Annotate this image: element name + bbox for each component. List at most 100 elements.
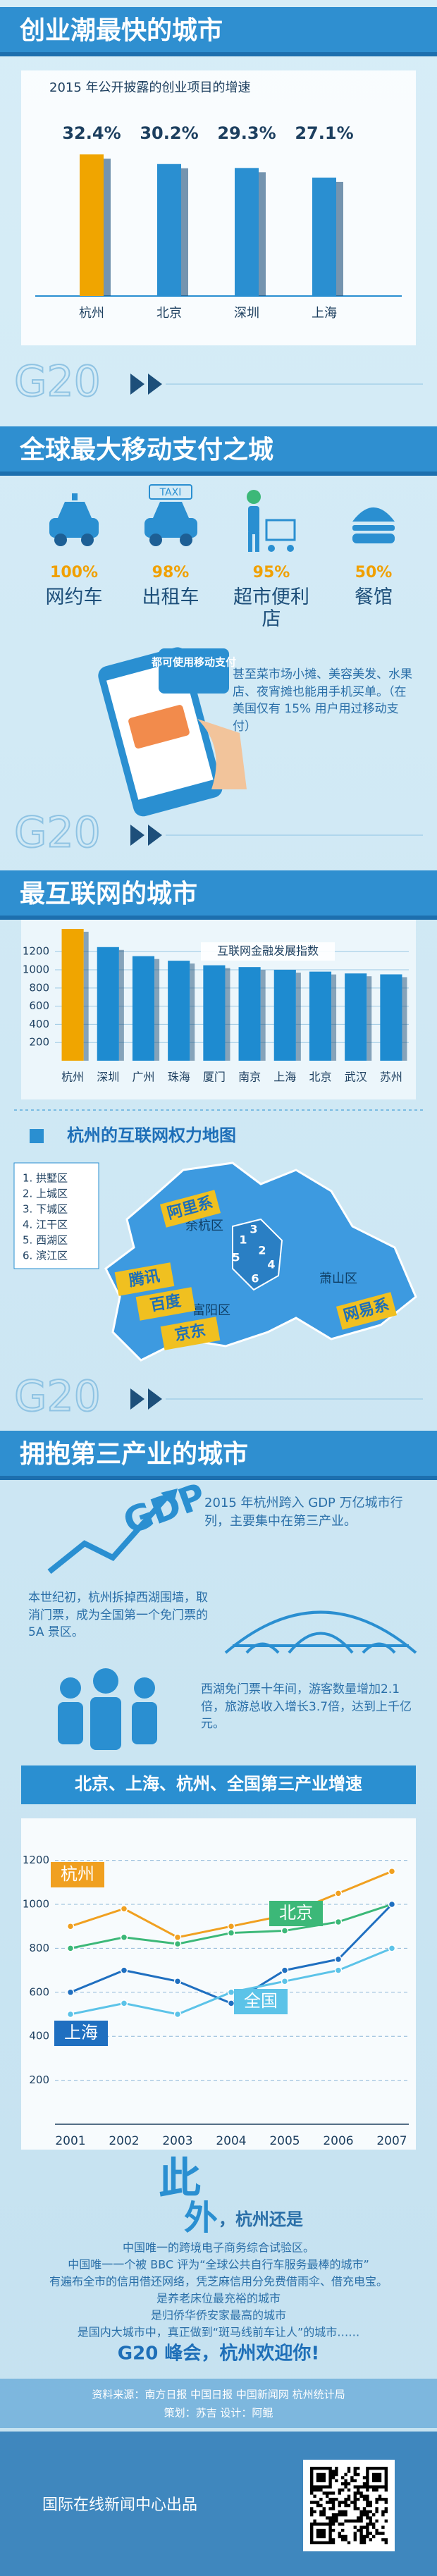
y-tick-label: 1000: [23, 963, 49, 976]
bar-side: [154, 959, 160, 1061]
bar-side: [402, 977, 407, 1061]
header-band: [0, 426, 437, 476]
bar-side: [259, 172, 266, 296]
company-tag: [336, 1292, 398, 1330]
company-tag: [160, 1317, 221, 1350]
header-stripe: [0, 472, 437, 476]
x-tick-label: 2004: [216, 2134, 246, 2148]
legend-swatch: [51, 1862, 104, 1887]
g20-mark: G20: [14, 1372, 101, 1422]
y-tick-label: 600: [29, 999, 49, 1012]
y-tick-label: 1200: [23, 1854, 49, 1866]
also-line: 是国内大城市中，真正做到“斑马线前车让人”的城市……: [78, 2326, 360, 2339]
point: [388, 1945, 396, 1952]
legend-box: [13, 1162, 99, 1269]
point: [120, 1933, 128, 1942]
x-tick-label: 上海: [273, 1071, 296, 1084]
x-tick-label: 杭州: [61, 1071, 84, 1084]
bar: [157, 164, 181, 296]
title-square: [30, 1129, 44, 1143]
g20-arrows: [130, 825, 162, 846]
area-label: 余杭区: [185, 1219, 223, 1233]
point: [66, 1922, 75, 1930]
also-line: 是归侨华侨安家最高的城市: [151, 2309, 286, 2322]
x-tick-label: 北京: [309, 1071, 331, 1084]
x-tick-label: 武汉: [345, 1071, 367, 1084]
district-number: 5: [232, 1251, 240, 1264]
payment-percent: 100%: [50, 564, 98, 581]
bar-side: [104, 159, 111, 296]
x-tick-label: 苏州: [380, 1071, 402, 1084]
legend-label: 上海: [64, 2023, 98, 2042]
x-tick-label: 2006: [323, 2134, 353, 2148]
gdp-arrowhead: [161, 1489, 178, 1505]
tourism-text: 西湖免门票十年间，游客数量增加2.1倍，旅游总收入增长3.7倍，达到上千亿元。: [201, 1682, 412, 1732]
also-line: 有遍布全市的信用借还网络，凭芝麻信用分免费借雨伞、借充电宝。: [49, 2275, 388, 2288]
x-tick-label: 广州: [132, 1071, 154, 1084]
payment-label: 餐馆: [355, 586, 393, 608]
payment-percent: 50%: [355, 564, 393, 581]
area-label: 富阳区: [192, 1303, 230, 1318]
value-label: 32.4%: [62, 123, 121, 143]
qr-code: [310, 2467, 388, 2544]
g20-arrows: [130, 1388, 162, 1410]
x-tick-label: 2003: [162, 2134, 192, 2148]
district-number: 4: [267, 1258, 275, 1271]
speech-bubble: [159, 648, 229, 694]
y-tick-label: 800: [29, 1942, 49, 1954]
point: [173, 1933, 182, 1942]
point: [281, 1966, 289, 1974]
west-lake-text: 本世纪初，杭州拆掉西湖围墙，取消门票，成为全国第一个免门票的 5A 景区。: [28, 1591, 208, 1640]
people: [58, 1668, 157, 1750]
header-band: [0, 1431, 437, 1480]
payment-label: 出租车: [142, 586, 199, 608]
district-number: 3: [250, 1223, 257, 1236]
bar: [80, 154, 104, 296]
also-title-3: ，杭州还是: [218, 2210, 303, 2229]
point: [227, 1922, 235, 1930]
urban-districts: [232, 1218, 283, 1291]
point: [173, 2010, 182, 2019]
x-tick-label: 深圳: [234, 306, 259, 321]
value-label: 29.3%: [217, 123, 276, 143]
point: [120, 1966, 128, 1974]
point: [334, 1955, 343, 1964]
bar: [168, 961, 190, 1061]
district-number: 6: [251, 1272, 259, 1286]
footer-band: [0, 2379, 437, 2428]
chart-title: 互联网金融发展指数: [217, 944, 319, 958]
y-tick-label: 400: [29, 2030, 49, 2042]
also-line: 中国唯一的跨境电子商务综合试验区。: [123, 2241, 314, 2255]
point: [388, 1900, 396, 1909]
header-title: 拥抱第三产业的城市: [20, 1440, 248, 1469]
district-item: 5. 西湖区: [23, 1234, 68, 1247]
district-item: 4. 江干区: [23, 1219, 68, 1231]
header-title: 最互联网的城市: [20, 880, 197, 908]
company-tag: [159, 1190, 221, 1228]
legend-swatch: [54, 2021, 108, 2046]
bar-side: [118, 949, 124, 1061]
map-title: 杭州的互联网权力地图: [67, 1126, 236, 1145]
point: [120, 1904, 128, 1913]
district-item: 1. 拱墅区: [23, 1172, 68, 1185]
district-number: 1: [239, 1233, 247, 1247]
header-stripe: [0, 52, 437, 56]
point: [227, 1929, 235, 1937]
point: [388, 1867, 396, 1875]
district-item: 2. 上城区: [23, 1188, 68, 1200]
point: [120, 1999, 128, 2007]
x-tick-label: 深圳: [97, 1071, 119, 1084]
point: [173, 1977, 182, 1985]
bar-side: [181, 168, 188, 296]
point: [173, 1940, 182, 1948]
g20-mark: G20: [14, 357, 101, 407]
district-item: 6. 滨江区: [23, 1250, 68, 1262]
point: [227, 1999, 235, 2007]
legend-label: 全国: [244, 1991, 278, 2011]
payment-percent: 95%: [252, 564, 290, 581]
x-tick-label: 2005: [269, 2134, 300, 2148]
x-tick-label: 上海: [312, 306, 337, 321]
bar-side: [295, 973, 301, 1061]
bar: [345, 973, 367, 1061]
area-label: 萧山区: [319, 1271, 357, 1286]
